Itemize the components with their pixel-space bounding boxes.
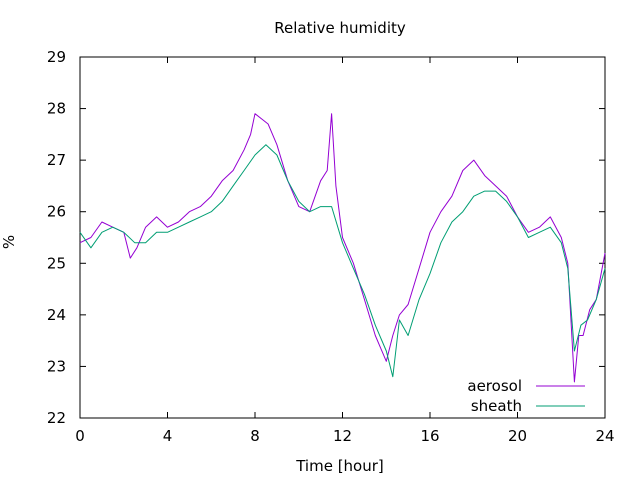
legend-label-sheath: sheath bbox=[471, 397, 522, 415]
series-line-aerosol bbox=[79, 113, 606, 383]
x-axis-label: Time [hour] bbox=[295, 457, 384, 475]
x-tick-label: 24 bbox=[595, 427, 614, 445]
chart-title: Relative humidity bbox=[274, 19, 406, 37]
x-tick-label: 8 bbox=[250, 427, 260, 445]
y-tick-label: 24 bbox=[47, 306, 66, 324]
x-tick-label: 12 bbox=[333, 427, 352, 445]
legend: aerosol sheath bbox=[467, 377, 585, 415]
y-tick-label: 29 bbox=[47, 48, 66, 66]
y-tick-label: 22 bbox=[47, 409, 66, 427]
y-axis-label: % bbox=[0, 235, 18, 249]
axis-ticks: 0 4 8 12 16 20 24 22 23 24 25 26 27 28 29 bbox=[47, 48, 615, 445]
y-tick-label: 25 bbox=[47, 254, 66, 272]
x-tick-label: 0 bbox=[75, 427, 85, 445]
y-tick-label: 23 bbox=[47, 357, 66, 375]
series-lines bbox=[79, 113, 606, 383]
x-tick-label: 4 bbox=[163, 427, 173, 445]
y-tick-label: 26 bbox=[47, 203, 66, 221]
x-tick-label: 20 bbox=[508, 427, 527, 445]
legend-label-aerosol: aerosol bbox=[467, 377, 522, 395]
x-tick-label: 16 bbox=[420, 427, 439, 445]
y-tick-label: 28 bbox=[47, 100, 66, 118]
series-line-sheath bbox=[79, 144, 606, 378]
y-tick-label: 27 bbox=[47, 151, 66, 169]
